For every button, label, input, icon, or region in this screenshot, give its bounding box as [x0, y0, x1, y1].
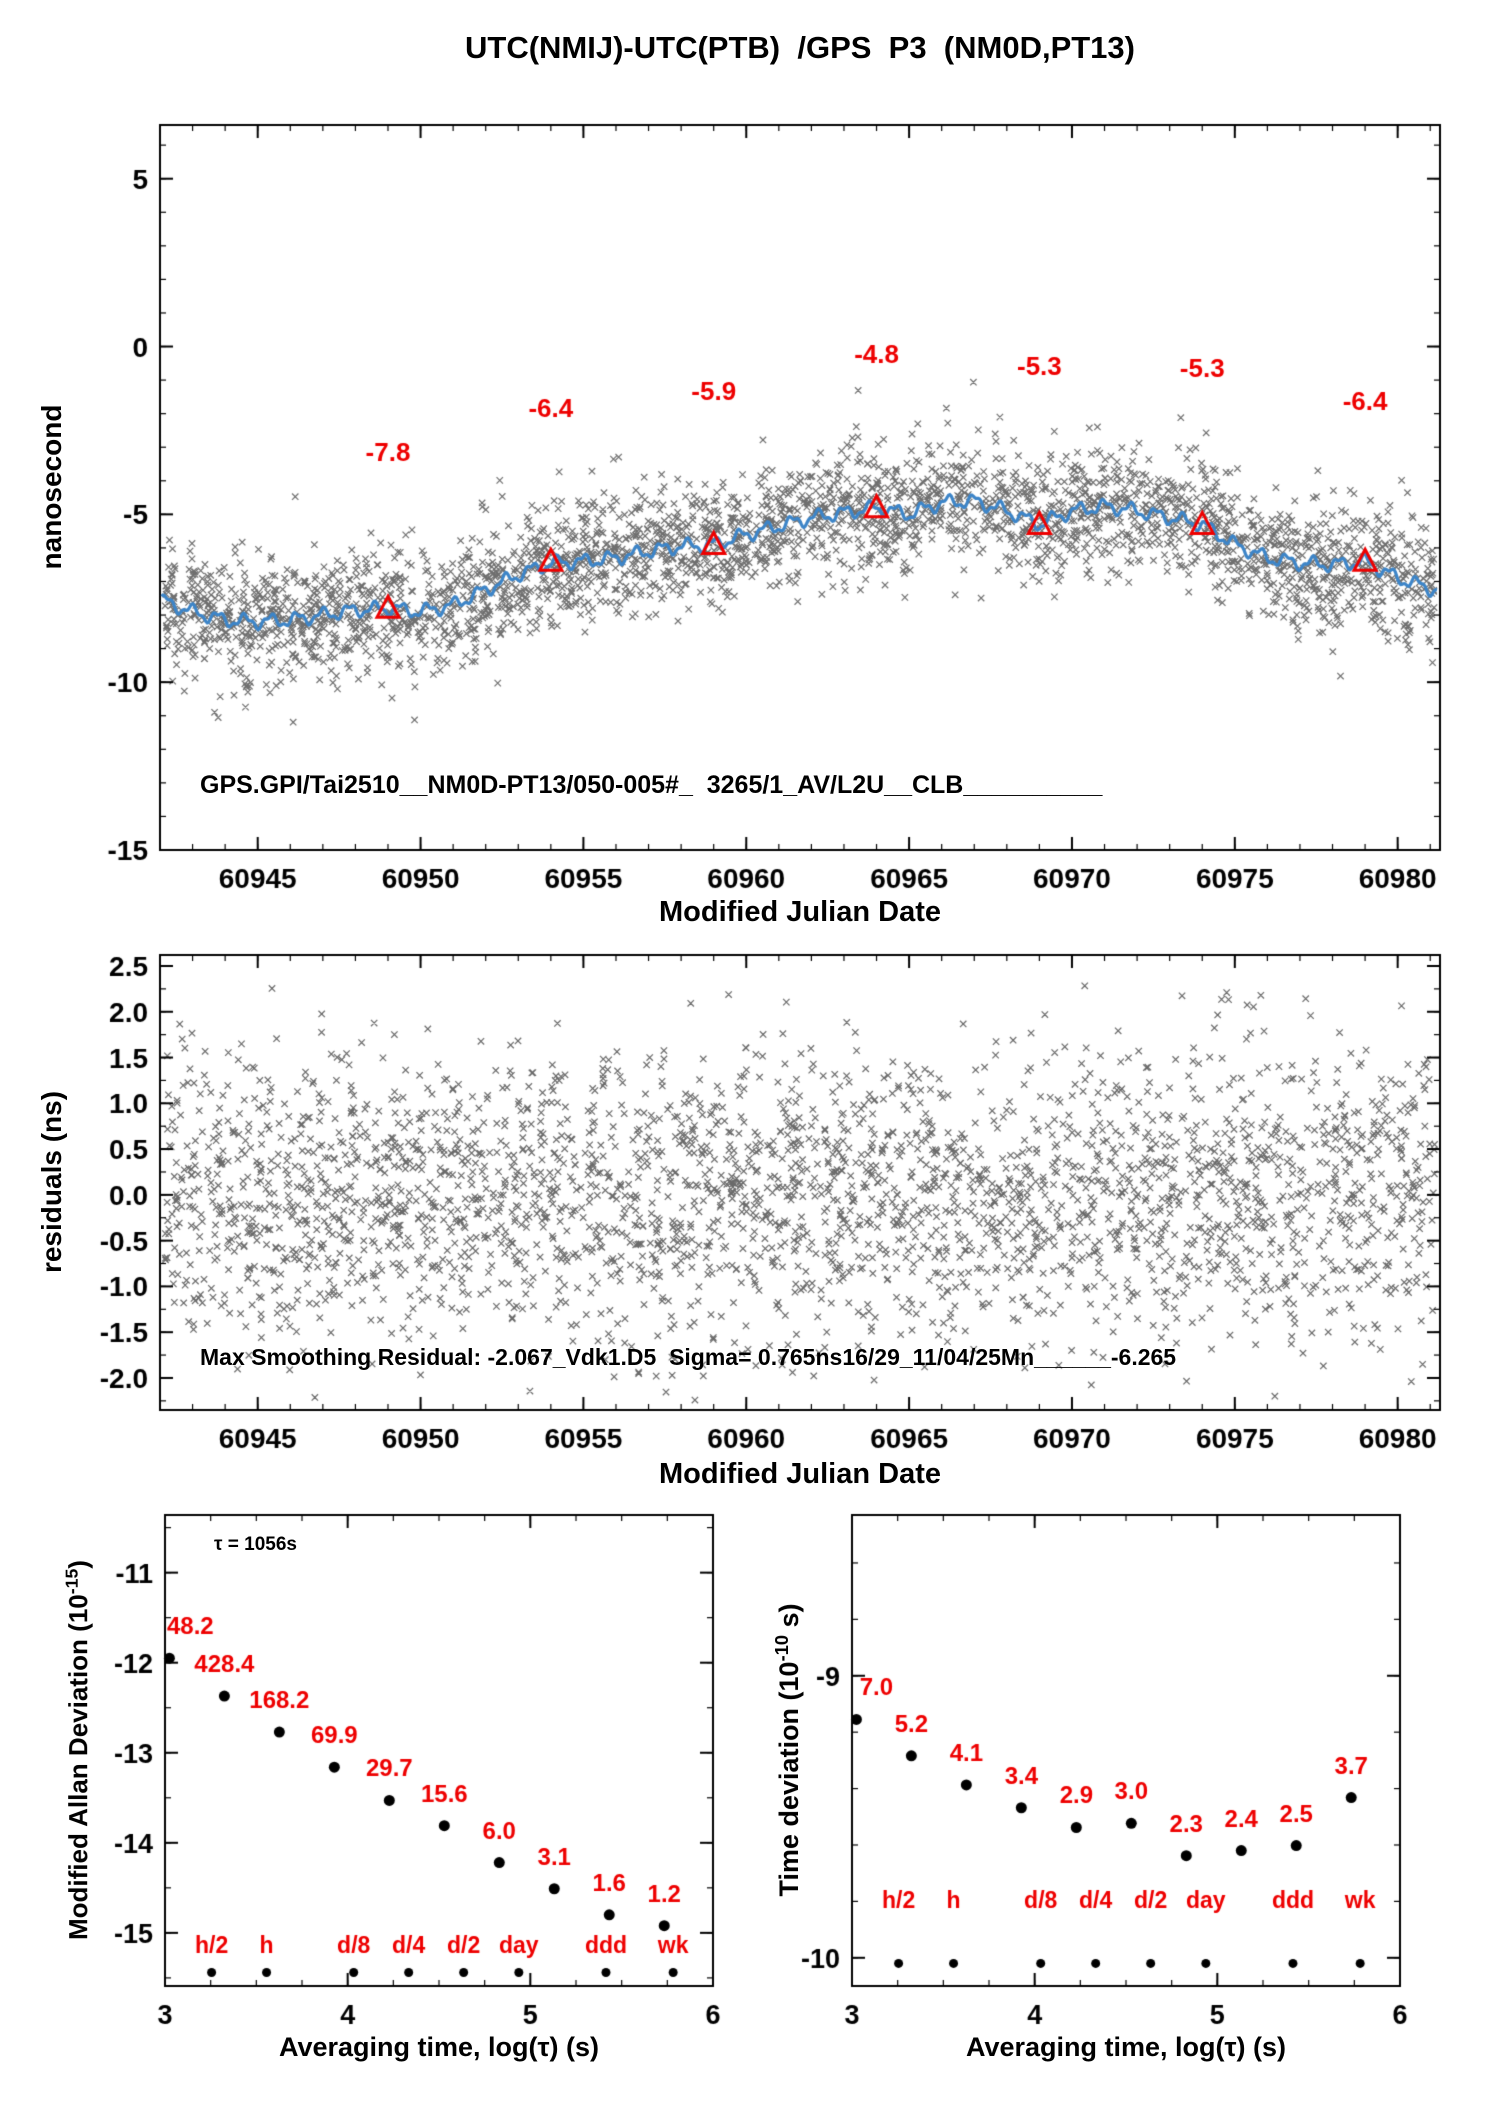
tdev-ylabel-sup: -10	[771, 1634, 792, 1662]
mdev-x-axis-label: Averaging time, log(τ) (s)	[278, 2032, 600, 2062]
residuals-x-axis-label: Modified Julian Date	[659, 1458, 941, 1490]
tdev-x-axis-label: Averaging time, log(τ) (s)	[965, 2032, 1287, 2062]
phase-annotation: GPS.GPI/Tai2510__NM0D-PT13/050-005#_ 326…	[200, 771, 1103, 799]
tdev-y-axis-label: Time deviation (10-10 s)	[771, 1603, 805, 1896]
tdev-ylabel-pre: Time deviation (10	[774, 1661, 804, 1897]
mdev-ylabel-post: )	[63, 1560, 94, 1569]
residuals-y-axis-label: residuals (ns)	[36, 1090, 67, 1274]
page-title: UTC(NMIJ)-UTC(PTB) /GPS P3 (NM0D,PT13)	[465, 30, 1135, 65]
phase-x-axis-label: Modified Julian Date	[659, 896, 941, 928]
phase-y-axis-label: nanosecond	[36, 404, 67, 570]
residuals-annotation: Max Smoothing Residual: -2.067_Vdk1.D5 S…	[200, 1344, 1177, 1370]
mdev-tau-note: τ = 1056s	[214, 1534, 297, 1555]
mdev-ylabel-sup: -15	[61, 1568, 82, 1595]
tdev-ylabel-post: s)	[774, 1603, 804, 1635]
mdev-ylabel-pre: Modified Allan Deviation (10	[63, 1594, 94, 1940]
mdev-y-axis-label: Modified Allan Deviation (10-15)	[62, 1560, 95, 1940]
